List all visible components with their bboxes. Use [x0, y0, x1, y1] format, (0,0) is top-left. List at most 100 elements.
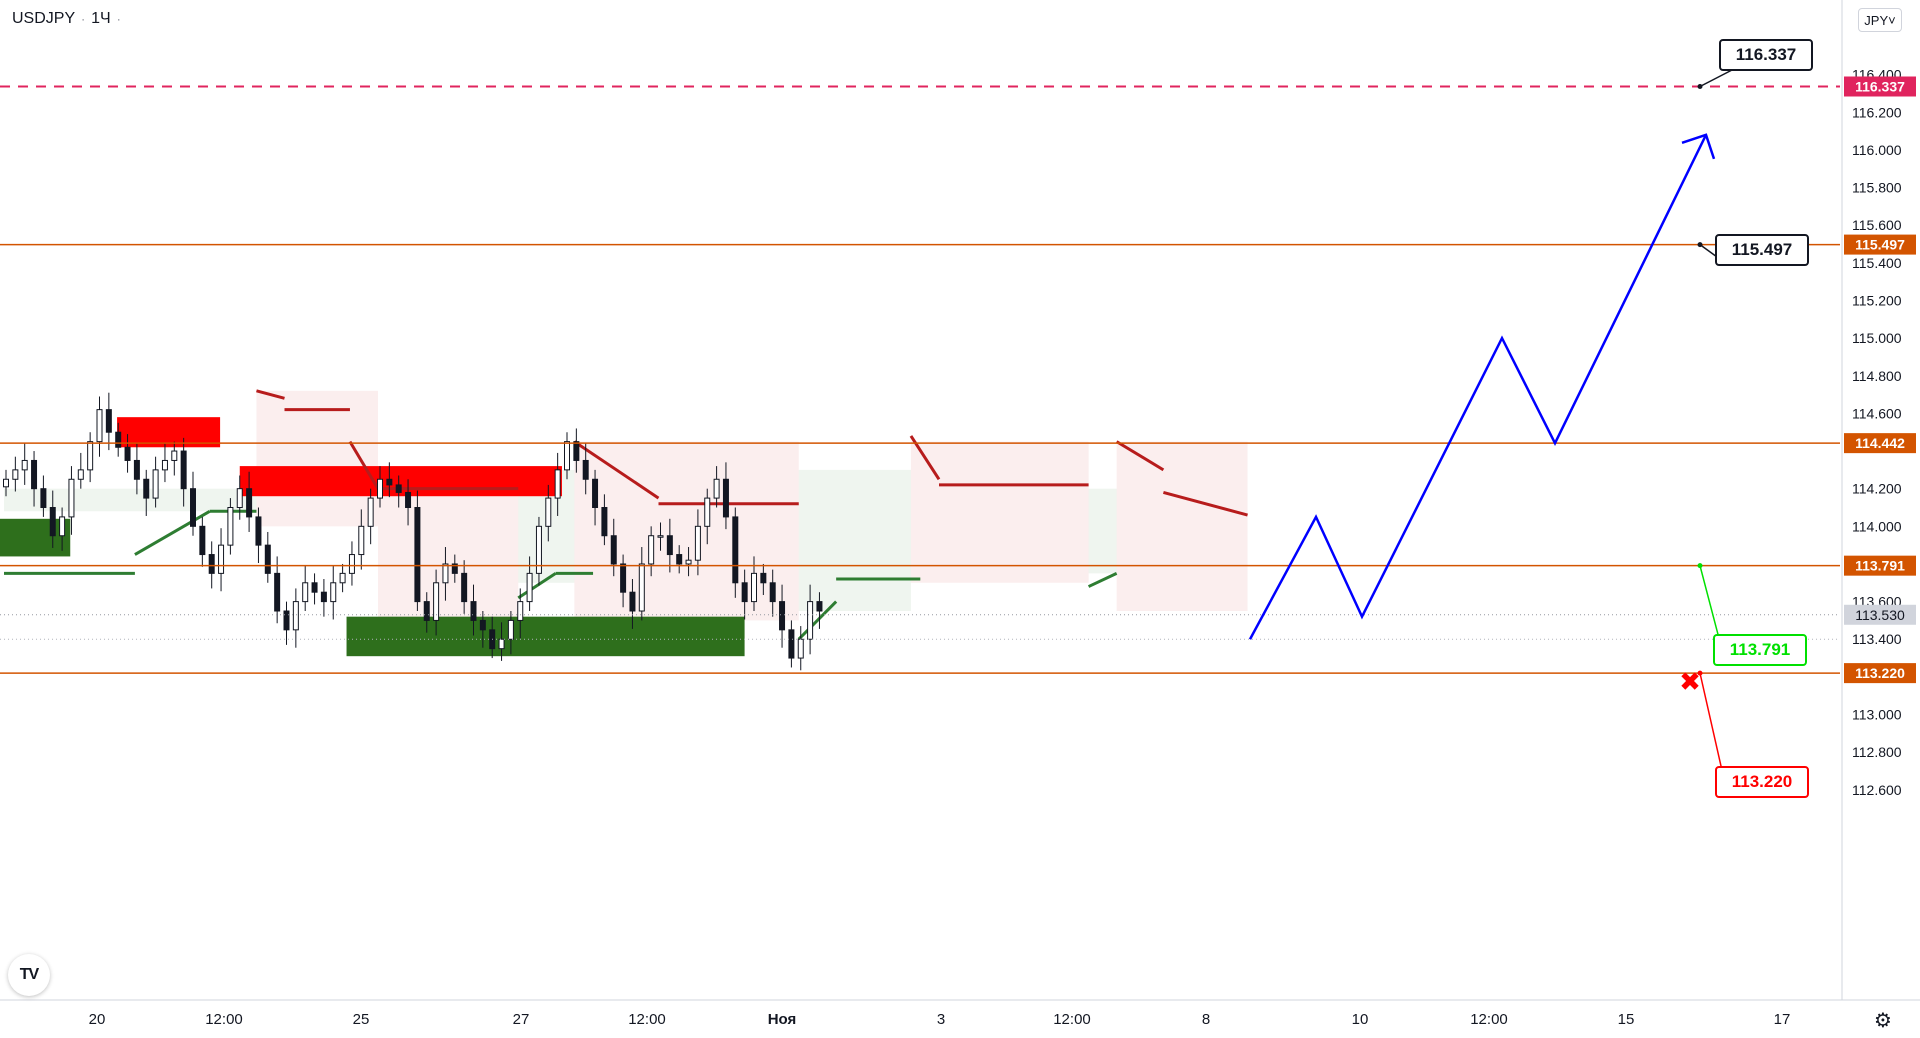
- interval-label[interactable]: 1Ч: [91, 10, 111, 27]
- price-tick-label: 115.600: [1852, 217, 1902, 233]
- price-tick-label: 112.800: [1852, 744, 1902, 760]
- candle-body: [760, 572, 767, 584]
- candle-body: [545, 497, 552, 527]
- candle-body: [320, 591, 327, 603]
- candle-body: [816, 601, 823, 612]
- supertrend-layer: [4, 389, 1248, 641]
- candle-body: [414, 507, 421, 603]
- trend-shade-4: [574, 441, 799, 621]
- candle-body: [190, 488, 196, 527]
- candle-body: [704, 497, 711, 527]
- time-tick-label: 20: [89, 1011, 106, 1028]
- candle-body: [713, 478, 720, 499]
- candle-body: [96, 409, 103, 443]
- candle-body: [208, 554, 215, 574]
- gear-icon[interactable]: ⚙: [1874, 1010, 1892, 1032]
- callout-label-113.791: 113.791: [1730, 640, 1791, 659]
- candle-body: [330, 582, 337, 603]
- candle-body: [732, 516, 739, 584]
- projection-arrowhead: [1681, 133, 1716, 160]
- header-dot: ·: [116, 12, 121, 26]
- trend-shade-1: [256, 390, 378, 527]
- symbol-label[interactable]: USDJPY: [12, 10, 76, 27]
- candle-body: [180, 450, 187, 490]
- candle-body: [367, 497, 374, 527]
- projection-layer: [1248, 133, 1716, 640]
- supertrend-bull-segment-5: [797, 600, 838, 641]
- chart-header[interactable]: USDJPY · 1Ч ·: [12, 10, 121, 28]
- price-tag-116.337: [1844, 76, 1916, 97]
- candle-body: [526, 572, 533, 603]
- candle-body: [292, 601, 299, 631]
- trend-shade-6: [910, 441, 1089, 583]
- candle-body: [797, 638, 804, 659]
- price-tick-label: 113.400: [1852, 631, 1902, 647]
- candle-body: [769, 582, 776, 603]
- projection-path: [1248, 134, 1708, 640]
- supertrend-bear-segment-0: [256, 389, 285, 400]
- price-tag-label: 113.220: [1855, 665, 1905, 681]
- candles-layer: [3, 392, 823, 671]
- candle-body: [807, 601, 814, 640]
- callout-anchor-0: [1697, 84, 1703, 89]
- zones-layer: [0, 390, 1248, 657]
- candle-body: [620, 563, 627, 593]
- candle-body: [564, 441, 570, 471]
- price-tag-label: 116.337: [1855, 79, 1905, 95]
- time-tick-label: 27: [513, 1011, 530, 1028]
- time-tick-label: 10: [1352, 1011, 1369, 1028]
- candle-body: [395, 484, 402, 493]
- candle-body: [199, 525, 206, 556]
- time-tick-label: 25: [353, 1011, 370, 1028]
- callout-anchor-1: [1697, 242, 1703, 248]
- price-tag-114.442: [1844, 433, 1916, 454]
- supertrend-bear-segment-2: [348, 440, 380, 490]
- candle-body: [442, 563, 449, 584]
- time-tick-label: 12:00: [1053, 1011, 1091, 1028]
- trend-shade-8: [1116, 441, 1248, 612]
- candle-body: [31, 459, 38, 490]
- candle-body: [59, 516, 66, 537]
- candle-body: [676, 554, 683, 565]
- callout-anchor-4: [1697, 670, 1703, 676]
- price-tick-label: 115.400: [1852, 255, 1902, 271]
- candle-body: [507, 619, 514, 640]
- candle-body: [601, 507, 608, 537]
- currency-select-button[interactable]: JPY˅: [1858, 8, 1902, 32]
- x-mark-icon: ✖: [1679, 667, 1701, 697]
- candle-body: [255, 516, 262, 546]
- time-tick-label: 12:00: [205, 1011, 243, 1028]
- candle-body: [87, 441, 94, 471]
- price-tick-label: 114.800: [1852, 368, 1902, 384]
- time-tick-label: 15: [1618, 1011, 1635, 1028]
- candle-body: [105, 409, 112, 433]
- price-tick-label: 115.200: [1852, 292, 1902, 308]
- trend-shade-7: [1088, 488, 1117, 574]
- tradingview-logo-icon[interactable]: TV: [8, 954, 50, 996]
- callout-pointer-0: [1699, 69, 1733, 88]
- callout-anchor-3: [1697, 563, 1703, 569]
- candle-body: [264, 544, 271, 574]
- candle-body: [133, 459, 140, 480]
- current-price-tag-label: 113.530: [1855, 607, 1905, 623]
- price-tag-113.220: [1844, 663, 1916, 684]
- separator: ·: [81, 12, 86, 26]
- price-tick-label: 116.200: [1852, 104, 1902, 120]
- candle-body: [648, 535, 655, 565]
- candle-body: [451, 563, 458, 574]
- candle-body: [517, 601, 524, 621]
- candle-body: [115, 431, 122, 448]
- time-tick-label: 12:00: [1470, 1011, 1508, 1028]
- candle-body: [348, 554, 355, 574]
- price-tag-label: 113.791: [1855, 558, 1905, 574]
- price-tick-label: 115.800: [1852, 180, 1902, 196]
- candle-body: [685, 559, 692, 565]
- time-axis: 20 12:00 25 27 12:00 Ноя 3 12:00 8 10 12:00 15 17: [0, 999, 1920, 1028]
- candle-body: [788, 629, 795, 659]
- price-axis: 116.400116.200116.000115.800115.600115.4…: [1841, 0, 1916, 1000]
- candle-body: [152, 469, 159, 499]
- candle-body: [610, 535, 617, 565]
- candle-body: [40, 488, 47, 509]
- candle-body: [470, 601, 477, 621]
